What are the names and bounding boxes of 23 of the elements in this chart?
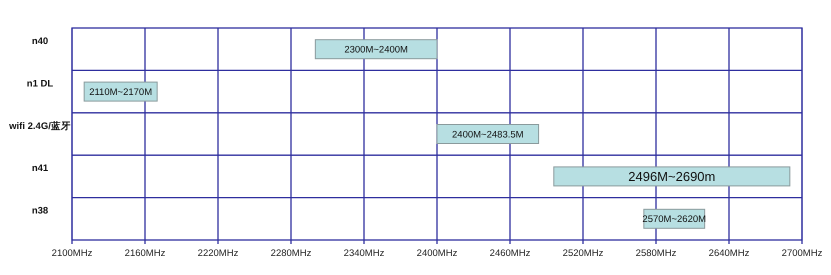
y-tick-label: wifi 2.4G/蓝牙 — [8, 120, 71, 132]
annotation: 2496M~2690m — [628, 169, 716, 184]
x-tick-label: 2280MHz — [270, 248, 312, 259]
annotation: 2110M~2170M — [89, 87, 152, 98]
annotation: 2400M~2483.5M — [452, 129, 524, 140]
bar — [553, 166, 790, 186]
x-tick-label: 2100MHz — [52, 248, 93, 259]
x-tick-label: 2220MHz — [198, 248, 239, 259]
x-tick-label: 2460MHz — [490, 248, 531, 259]
y-tick-label: n38 — [32, 206, 48, 217]
x-tick-label: 2520MHz — [562, 248, 604, 259]
x-tick-label: 2340MHz — [344, 248, 385, 259]
x-tick-label: 2400MHz — [416, 248, 458, 259]
x-tick-label: 2160MHz — [124, 248, 166, 259]
annotation: 2300M~2400M — [344, 44, 408, 56]
y-tick-label: n1 DL — [26, 78, 54, 90]
bar — [314, 39, 438, 60]
y-tick-label: n41 — [32, 163, 49, 174]
annotation: 2570M~2620M — [642, 214, 706, 226]
x-tick-label: 2640MHz — [708, 248, 750, 259]
x-tick-label: 2700MHz — [782, 248, 823, 259]
y-tick-label: n40 — [32, 36, 48, 47]
x-tick-label: 2580MHz — [636, 248, 677, 259]
